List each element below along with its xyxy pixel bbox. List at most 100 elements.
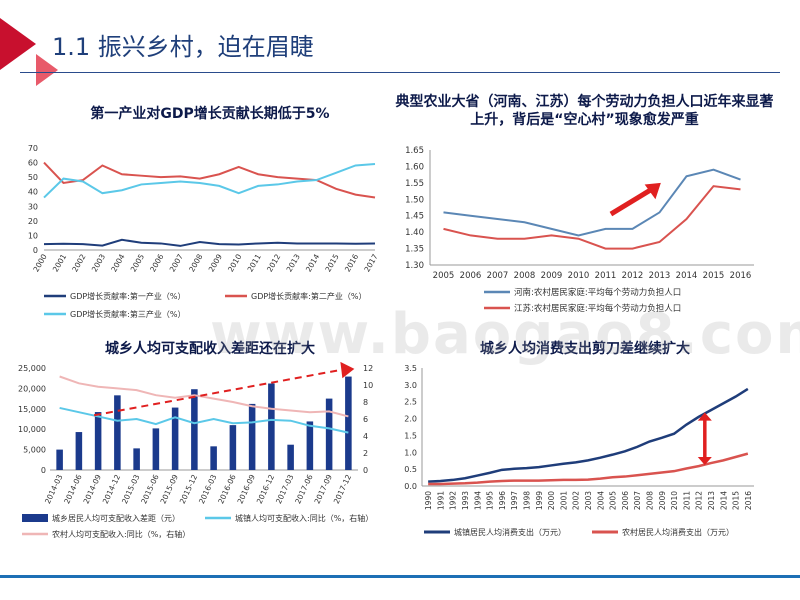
series-line-2 (428, 452, 749, 486)
x-tick-label: 2002 (70, 252, 87, 273)
income-gap-bar (268, 383, 275, 470)
x-tick-label: 2015-09 (159, 473, 180, 505)
x-tick-label: 2000 (547, 491, 556, 510)
y-tick-label: 2.0 (404, 415, 417, 424)
series-line-2 (43, 161, 376, 199)
chart4-consumption-gap: 0.0 0.5 1.0 1.5 2.0 2.5 3.0 3.5 1990 1991 1992 1993… (404, 364, 754, 537)
x-tick-label: 2011 (682, 491, 691, 510)
income-gap-bar (287, 444, 294, 470)
x-tick-label: 2016 (744, 491, 753, 510)
y-tick-label: 1.35 (405, 245, 424, 255)
x-tick-label: 2014-12 (101, 473, 122, 505)
y-tick-label: 2.5 (404, 398, 417, 407)
x-tick-label: 2016 (343, 252, 360, 273)
x-tick-label: 2016-09 (236, 473, 257, 505)
x-tick-label: 2007 (168, 252, 185, 273)
chart2-labor-burden: 1.30 1.35 1.40 1.45 1.50 1.55 1.60 1.65 2005 2006… (405, 146, 754, 314)
x-tick-label: 2012 (695, 491, 704, 510)
y-tick-label: 3.5 (404, 364, 417, 373)
y-tick-label: 10 (28, 231, 38, 240)
x-tick-label: 2012 (265, 252, 282, 273)
y-tick-label: 0.0 (404, 482, 417, 491)
legend-label: GDP增长贡献率:第三产业（%） (70, 309, 185, 319)
income-gap-bar (229, 425, 237, 470)
income-gap-bar (56, 449, 63, 470)
x-tick-label: 2014 (304, 252, 321, 273)
x-tick-label: 2002 (572, 491, 581, 510)
x-tick-label: 2016-03 (197, 473, 218, 505)
y-tick-label: 40 (28, 188, 38, 197)
y2-tick-label: 0 (363, 466, 368, 475)
x-tick-label: 2001 (559, 491, 568, 510)
legend-label: 城镇居民人均消费支出（万元） (454, 527, 566, 537)
footer-rule (0, 575, 800, 578)
x-tick-label: 1992 (449, 491, 458, 510)
x-tick-label: 2010 (568, 271, 590, 281)
x-tick-label: 2013 (707, 491, 716, 510)
income-gap-bar (152, 428, 160, 470)
y-tick-label: 1.40 (405, 228, 424, 238)
y2-tick-label: 10 (363, 381, 373, 390)
title-divider (20, 72, 780, 73)
y-tick-label: 1.60 (405, 162, 424, 172)
x-tick-label: 2004 (109, 252, 126, 273)
x-tick-label: 2012 (622, 271, 644, 281)
series-line-1 (443, 168, 741, 237)
x-tick-label: 2013 (649, 271, 671, 281)
x-tick-label: 2014-09 (82, 473, 103, 505)
legend-label: 江苏:农村居民家庭:平均每个劳动力负担人口 (514, 303, 681, 314)
y-tick-label: 0 (41, 466, 46, 475)
x-tick-label: 2008 (514, 271, 536, 281)
x-tick-label: 2005 (609, 491, 618, 510)
x-tick-label: 1994 (473, 491, 482, 510)
x-tick-label: 2015 (732, 491, 741, 510)
trend-arrow-head (340, 361, 355, 379)
legend-label: 农村居民人均消费支出（万元） (622, 527, 734, 537)
x-tick-label: 2015-12 (178, 473, 199, 505)
y-tick-label: 5,000 (23, 446, 46, 455)
y-tick-label: 50 (28, 173, 38, 182)
trend-arrow-shaft (609, 187, 653, 217)
x-tick-label: 2000 (31, 252, 48, 273)
legend-label: GDP增长贡献率:第二产业（%） (251, 291, 366, 301)
income-gap-bar (210, 446, 217, 470)
x-tick-label: 2003 (90, 252, 107, 273)
legend-label: GDP增长贡献率:第一产业（%） (70, 291, 185, 301)
y-tick-label: 0.5 (404, 465, 417, 474)
income-gap-bar (133, 448, 140, 470)
trend-arrow-head (644, 182, 661, 200)
y-tick-label: 15,000 (18, 405, 46, 414)
income-gap-bar (94, 412, 102, 470)
series-line-3 (43, 163, 376, 199)
x-tick-label: 1993 (461, 491, 470, 510)
x-tick-label: 2011 (595, 271, 617, 281)
series-line-1 (59, 406, 349, 434)
slide-title-bar: 1.1 振兴乡村，迫在眉睫 (0, 18, 800, 86)
legend-label: 城乡居民人均可支配收入差距（元） (52, 513, 180, 523)
legend-swatch (22, 514, 48, 522)
gap-arrow-head-down (697, 457, 712, 466)
x-tick-label: 2017-09 (313, 473, 334, 505)
x-tick-label: 1998 (523, 491, 532, 510)
title-accent-shape (0, 18, 58, 86)
y-tick-label: 1.0 (404, 448, 417, 457)
x-tick-label: 2008 (187, 252, 204, 273)
chart3-title: 城乡人均可支配收入差距还在扩大 (105, 341, 315, 357)
x-tick-label: 2015-06 (139, 473, 160, 505)
x-tick-label: 2017-12 (332, 473, 353, 505)
x-tick-label: 1991 (436, 491, 445, 510)
x-tick-label: 2015-03 (120, 473, 141, 505)
x-tick-label: 2005 (129, 252, 146, 273)
legend-label: 农村人均可支配收入:同比（%，右轴） (52, 529, 190, 539)
chart2-title: 典型农业大省（河南、江苏）每个劳动力负担人口近年来显著上升，背后是“空心村”现象… (395, 94, 774, 128)
x-tick-label: 2017-03 (274, 473, 295, 505)
x-tick-label: 2006 (148, 252, 165, 273)
x-tick-label: 2009 (541, 271, 563, 281)
x-tick-label: 2007 (487, 271, 509, 281)
income-gap-bar (75, 432, 83, 470)
legend-label: 城镇人均可支配收入:同比（%，右轴） (235, 513, 373, 523)
series-line-1 (428, 387, 749, 483)
y-tick-label: 3.0 (404, 381, 417, 390)
trend-dashed-line (93, 368, 343, 417)
